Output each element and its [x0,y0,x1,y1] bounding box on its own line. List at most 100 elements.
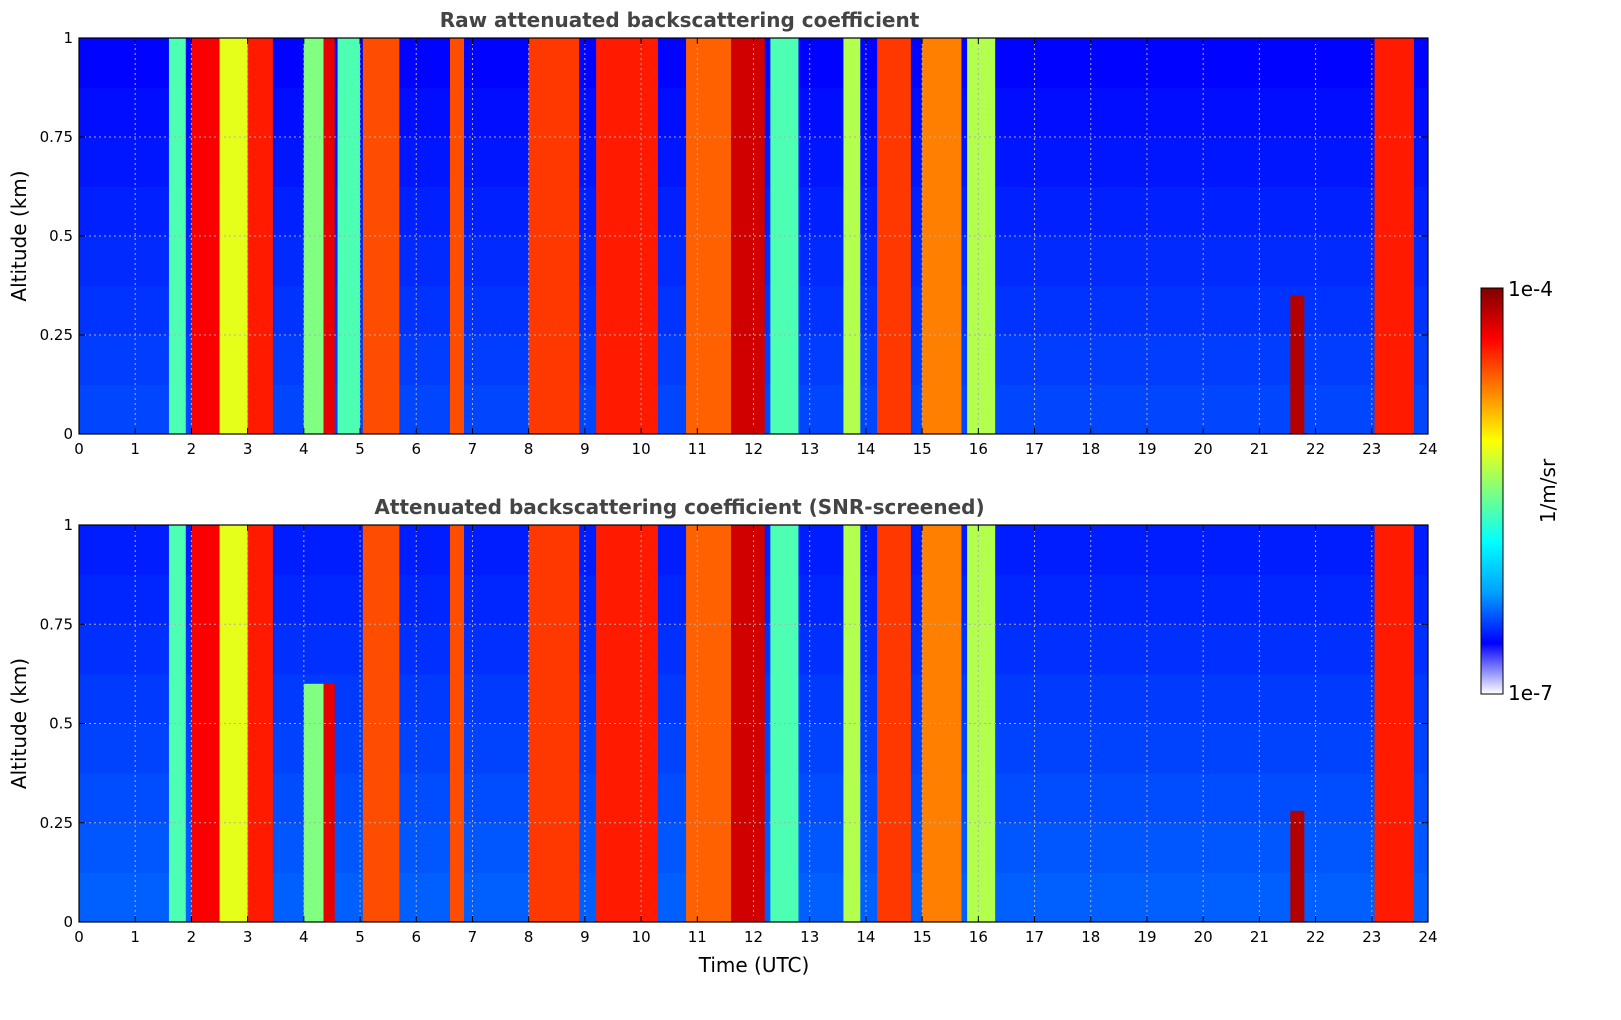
x-axis-label: Time (UTC) [698,953,810,977]
x-tick-label: 7 [468,440,478,458]
signal-band [596,38,658,434]
x-tick-label: 17 [1025,440,1044,458]
x-tick-label: 22 [1306,440,1325,458]
x-tick-label: 19 [1137,928,1156,946]
y-axis-label-snr: Altitude (km) [7,658,31,789]
x-tick-label: 17 [1025,928,1044,946]
signal-band [303,683,324,922]
signal-band [362,38,400,434]
x-tick-label: 23 [1362,440,1381,458]
y-ticks-raw: 0 0.25 0.5 0.75 1 [40,29,1428,443]
x-tick-label: 16 [969,440,988,458]
x-tick-label: 1 [130,928,140,946]
colorbar-gradient [1480,287,1504,695]
x-tick-label: 0 [74,440,84,458]
signal-band [168,525,186,922]
signal-band [596,525,658,922]
x-tick-label: 23 [1362,928,1381,946]
y-ticks-snr: 0 0.25 0.5 0.75 1 [40,516,1428,931]
gridlines-raw [79,38,1428,434]
x-tick-label: 18 [1081,928,1100,946]
x-tick-label: 12 [744,440,763,458]
x-tick-label: 21 [1250,928,1269,946]
x-tick-label: 9 [580,928,590,946]
y-axis-label-raw: Altitude (km) [7,170,31,301]
signal-band [323,683,335,922]
y-tick-label: 0.75 [40,615,73,633]
x-tick-label: 3 [243,440,253,458]
signal-band [1290,810,1305,922]
signal-band [528,525,580,922]
x-tick-label: 14 [856,440,875,458]
signal-band [219,38,248,434]
chart-title-snr: Attenuated backscattering coefficient (S… [374,495,984,519]
x-tick-label: 19 [1137,440,1156,458]
x-tick-label: 15 [913,928,932,946]
y-tick-label: 1 [63,516,73,534]
y-tick-label: 1 [63,29,73,47]
y-tick-label: 0 [63,913,73,931]
y-tick-label: 0.25 [40,326,73,344]
x-tick-label: 8 [524,928,534,946]
x-tick-label: 2 [187,928,197,946]
x-tick-label: 18 [1081,440,1100,458]
x-tick-label: 15 [913,440,932,458]
x-tick-label: 16 [969,928,988,946]
x-tick-label: 6 [411,928,421,946]
x-tick-label: 22 [1306,928,1325,946]
x-tick-label: 13 [800,928,819,946]
y-tick-label: 0 [63,425,73,443]
x-ticks-raw: 0 1 2 3 4 5 6 7 8 9 10 11 12 13 14 15 16 17 18 19 20 21 22 23 24 [74,38,1438,458]
x-tick-label: 10 [632,440,651,458]
x-tick-label: 20 [1194,928,1213,946]
signal-band [528,38,580,434]
x-tick-label: 1 [130,440,140,458]
signal-band [843,525,861,922]
y-tick-label: 0.25 [40,814,73,832]
signal-band [168,38,186,434]
signal-band [303,38,324,434]
x-tick-label: 24 [1418,928,1437,946]
x-tick-label: 11 [688,928,707,946]
signal-band [219,525,248,922]
signal-band [1290,295,1305,434]
x-tick-label: 4 [299,440,309,458]
x-tick-label: 10 [632,928,651,946]
panel-snr-screened: 0 1 2 3 4 5 6 7 8 9 10 11 12 13 14 15 16 17 18 19 20 21 22 23 24… [7,495,1438,977]
x-tick-label: 12 [744,928,763,946]
signal-band [449,525,465,922]
signal-band [686,525,732,922]
x-tick-label: 20 [1194,440,1213,458]
x-tick-label: 4 [299,928,309,946]
x-tick-label: 5 [355,928,365,946]
x-tick-label: 9 [580,440,590,458]
x-tick-label: 13 [800,440,819,458]
x-tick-label: 3 [243,928,253,946]
y-tick-label: 0.5 [49,227,73,245]
signal-band [362,525,400,922]
x-tick-label: 21 [1250,440,1269,458]
signal-band [686,38,732,434]
x-tick-label: 6 [411,440,421,458]
colorbar: 1e-4 1e-7 1/m/sr [1480,277,1560,705]
x-tick-label: 14 [856,928,875,946]
y-tick-label: 0.5 [49,715,73,733]
x-tick-label: 2 [187,440,197,458]
y-tick-label: 0.75 [40,128,73,146]
x-ticks-snr: 0 1 2 3 4 5 6 7 8 9 10 11 12 13 14 15 16 17 18 19 20 21 22 23 24 [74,525,1438,946]
x-tick-label: 8 [524,440,534,458]
signal-band [449,38,465,434]
panel-raw-backscatter: 0 1 2 3 4 5 6 7 8 9 10 11 12 13 14 15 16 17 18 19 20 21 22 23 24… [7,8,1438,458]
gridlines-snr [79,525,1428,922]
x-tick-label: 7 [468,928,478,946]
colorbar-unit-label: 1/m/sr [1536,458,1560,523]
x-tick-label: 24 [1418,440,1437,458]
colorbar-min-label: 1e-7 [1508,681,1553,705]
colorbar-max-label: 1e-4 [1508,277,1553,301]
x-tick-label: 11 [688,440,707,458]
x-tick-label: 0 [74,928,84,946]
chart-title-raw: Raw attenuated backscattering coefficien… [440,8,920,32]
signal-band [843,38,861,434]
x-tick-label: 5 [355,440,365,458]
